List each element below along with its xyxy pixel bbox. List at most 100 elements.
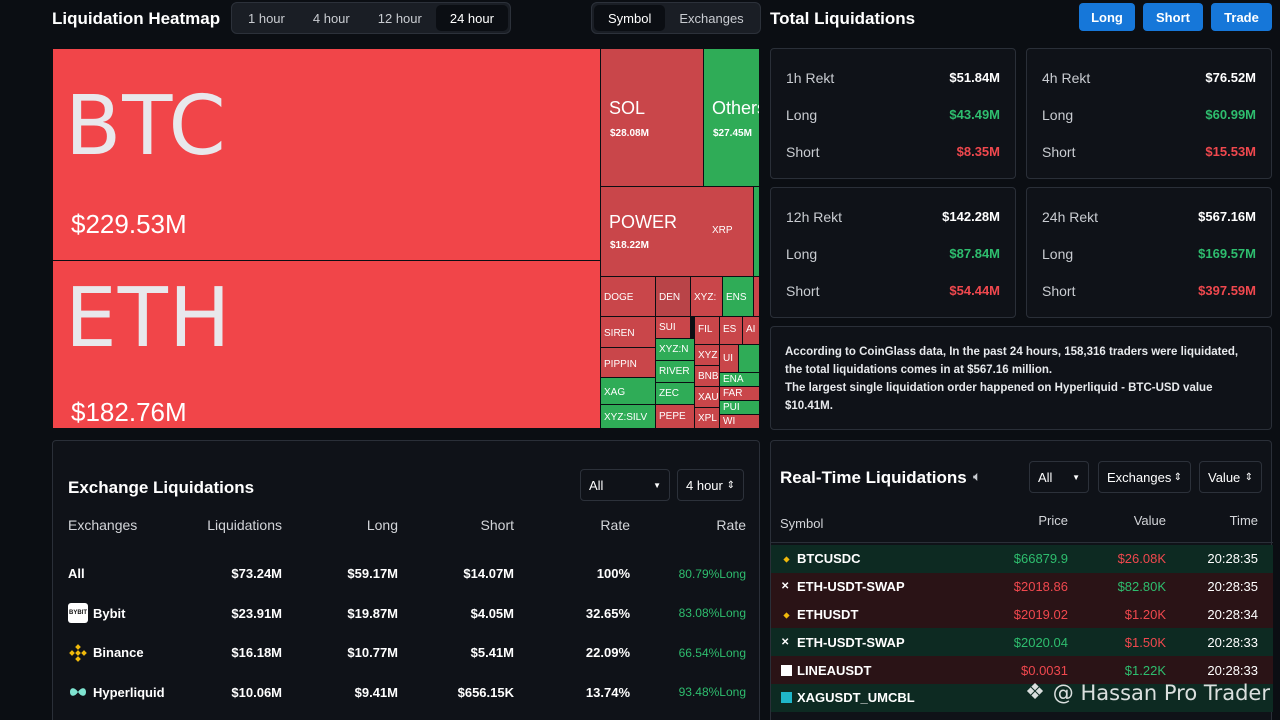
col-rate-long[interactable]: Rate [716,517,746,533]
col-time[interactable]: Time [1229,513,1258,528]
symbol: LINEAUSDT [797,662,872,678]
heatmap-tile-pepe[interactable]: PEPE [655,404,695,429]
heatmap-tile-xau[interactable]: XAU [694,386,720,408]
period-dropdown[interactable]: 4 hour ⇕ [677,469,744,501]
heatmap-tile-far[interactable]: FAR [719,386,760,401]
heatmap-tile-xyz2[interactable]: XYZ [694,344,720,366]
dropdown-value: Value [1208,469,1241,485]
stat-short-label: Short [786,282,820,299]
stat-long: $43.49M [949,107,1000,122]
price: $0.0031 [1021,662,1068,678]
heatmap-tile-xyz-silv[interactable]: XYZ:SILV [600,404,656,429]
heatmap-tile-ens[interactable]: ENS [722,276,754,317]
heatmap-tile-pui[interactable]: PUI [719,400,760,415]
heatmap-tile-sol[interactable]: SOL $28.08M [600,48,704,187]
heatmap-tile-wi[interactable]: WI [719,414,760,429]
long-button[interactable]: Long [1079,3,1135,31]
col-liquidations[interactable]: Liquidations [207,517,282,533]
tile-symbol: SOL [609,98,646,118]
bybit-logo-icon: BYBIT [68,603,88,624]
table-row[interactable]: All $73.24M $59.17M $14.07M 100% 80.79%L… [68,554,750,594]
heatmap-tile-xpl[interactable]: XPL [694,407,720,429]
heatmap-tile-others[interactable]: Others $27.45M [703,48,760,187]
exchange-filter-dropdown[interactable]: All ▼ [580,469,670,501]
realtime-value-dropdown[interactable]: Value ⇕ [1199,461,1262,493]
tab-1-hour[interactable]: 1 hour [248,10,285,26]
heatmap-tile-xag[interactable]: XAG [600,377,656,405]
summary-line-2: The largest single liquidation order hap… [785,382,1213,412]
heatmap-tile-zec[interactable]: ZEC [655,382,695,405]
table-row[interactable]: ✕ ETH-USDT-SWAP $2020.04 $1.50K 20:28:33 [771,628,1273,657]
tab-exchanges[interactable]: Exchanges [679,10,744,26]
tab-12-hour[interactable]: 12 hour [377,10,422,26]
sort-arrows-icon: ⇕ [1173,471,1182,483]
col-exchanges[interactable]: Exchanges [68,517,138,533]
col-long[interactable]: Long [366,517,398,533]
heatmap-tile-den[interactable]: DEN [655,276,691,317]
col-rate[interactable]: Rate [600,517,630,533]
table-row[interactable]: Hyperliquid $10.06M $9.41M $656.15K 13.7… [68,673,750,713]
stat-short-label: Short [1042,282,1076,299]
dropdown-value: All [1038,469,1053,485]
heatmap-tile-sui[interactable]: SUI [655,316,691,339]
stat-title: 1h Rekt [786,69,835,86]
long-value: $10.77M [347,645,398,661]
stat-short: $397.59M [1198,283,1256,298]
long-value: $9.41M [354,684,398,700]
short-button[interactable]: Short [1143,3,1203,31]
trade-button[interactable]: Trade [1211,3,1272,31]
table-row[interactable]: XAGUSDT_UMCBL [771,683,1273,712]
table-row[interactable]: BYBIT Bybit $23.91M $19.87M $4.05M 32.65%… [68,594,750,634]
table-header: Exchanges Liquidations Long Short Rate R… [68,515,750,535]
tab-symbol[interactable]: Symbol [594,5,666,31]
col-price[interactable]: Price [1038,513,1068,528]
col-short[interactable]: Short [480,517,514,533]
heatmap-tile-ai[interactable]: AI [742,316,760,345]
stat-total: $142.28M [942,209,1000,224]
diamond-logo-icon: ❖ [1025,680,1045,705]
table-row[interactable]: ✕ ETH-USDT-SWAP $2018.86 $82.80K 20:28:35 [771,572,1273,601]
heatmap-tile-ui[interactable]: UI [719,344,739,373]
heatmap-tile-doge[interactable]: DOGE [600,276,656,317]
heatmap-tile-bnb[interactable]: BNB [694,365,720,387]
heatmap-tile-fil[interactable]: FIL [694,316,720,345]
table-row[interactable]: ETHUSDT $2019.02 $1.20K 20:28:34 [771,600,1273,629]
stat-total: $567.16M [1198,209,1256,224]
heatmap-tile[interactable] [753,186,760,277]
heatmap-tile-pippin[interactable]: PIPPIN [600,347,656,378]
realtime-filter-dropdown[interactable]: All ▼ [1029,461,1089,493]
tab-24-hour[interactable]: 24 hour [435,5,508,31]
table-row[interactable]: BTCUSDC $66879.9 $26.08K 20:28:35 [771,545,1273,573]
stat-card-12h: 12h Rekt $142.28M Long $87.84M Short $54.44… [770,187,1016,318]
tab-4-hour[interactable]: 4 hour [312,10,350,26]
realtime-exchanges-dropdown[interactable]: Exchanges ⇕ [1098,461,1191,493]
tile-symbol: Others [712,98,759,118]
heatmap-tile[interactable] [753,276,760,317]
heatmap-tile-river[interactable]: RIVER [655,360,695,383]
heatmap-tile-xyz[interactable]: XYZ: [690,276,723,317]
col-symbol[interactable]: Symbol [780,515,824,531]
stat-card-4h: 4h Rekt $76.52M Long $60.99M Short $15.53M [1026,48,1272,179]
heatmap-tile-siren[interactable]: SIREN [600,316,656,348]
table-row[interactable]: LINEAUSDT $0.0031 $1.22K 20:28:33 [771,656,1273,684]
heatmap-tile-ena[interactable]: ENA [719,372,760,387]
stat-total: $51.84M [949,70,1000,85]
stat-title: 24h Rekt [1042,208,1099,225]
price: $66879.9 [1013,551,1068,567]
heatmap-tile[interactable] [738,344,760,373]
rate-value: 32.65% [585,605,630,621]
stat-long-label: Long [1042,245,1074,262]
heatmap-tile-eth[interactable]: ETH $182.76M [52,260,601,429]
table-row[interactable]: Binance $16.18M $10.77M $5.41M 22.09% 66… [68,633,750,673]
liquidations-value: $73.24M [231,566,282,582]
exchange-table: Exchanges Liquidations Long Short Rate R… [68,515,750,712]
heatmap-tile-btc[interactable]: BTC $229.53M [52,48,601,261]
value: $26.08K [1117,551,1166,567]
heatmap-tile-xyz-n[interactable]: XYZ:N [655,338,695,361]
col-value[interactable]: Value [1133,513,1166,528]
heatmap-tile-es[interactable]: ES [719,316,743,345]
heatmap-tile-power[interactable]: POWER $18.22M XRP [600,186,754,277]
stat-card-1h: 1h Rekt $51.84M Long $43.49M Short $8.35M [770,48,1016,179]
mute-sound-icon[interactable]: 🔈︎ [973,468,982,484]
dropdown-value: Exchanges [1107,469,1172,485]
